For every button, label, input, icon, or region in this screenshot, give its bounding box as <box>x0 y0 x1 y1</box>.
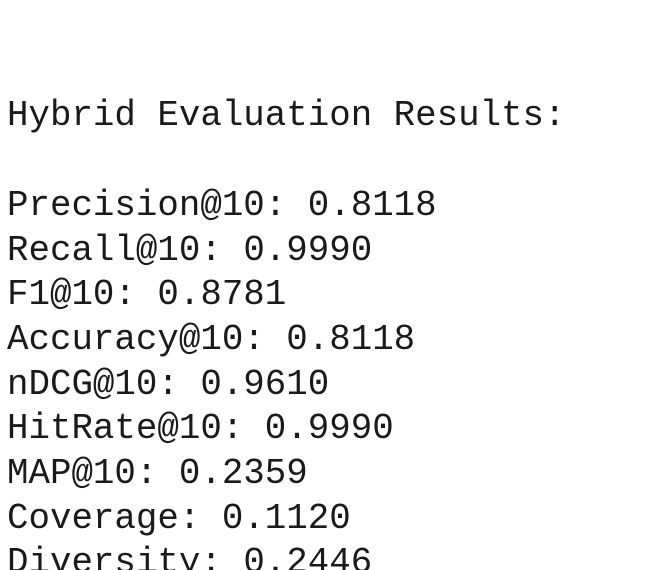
metric-value: 0.8118 <box>286 318 416 360</box>
metric-value: 0.9990 <box>243 229 373 271</box>
metric-line: Diversity: 0.2446 <box>7 541 646 570</box>
output-title: Hybrid Evaluation Results: <box>7 95 566 137</box>
metric-value: 0.2446 <box>243 542 373 570</box>
metric-line: Precision@10: 0.8118 <box>7 184 646 229</box>
metric-value: 0.1120 <box>221 497 351 539</box>
metric-line: MAP@10: 0.2359 <box>7 452 646 497</box>
metric-label: MAP@10: <box>7 453 158 495</box>
metric-value: 0.9990 <box>264 408 394 450</box>
metric-label: F1@10: <box>7 274 136 316</box>
metric-value: 0.8781 <box>157 274 287 316</box>
metric-label: Diversity: <box>7 542 222 570</box>
metric-line: F1@10: 0.8781 <box>7 273 646 318</box>
metric-label: Coverage: <box>7 497 201 539</box>
metric-label: HitRate@10: <box>7 408 244 450</box>
metric-line: HitRate@10: 0.9990 <box>7 407 646 452</box>
metric-line: nDCG@10: 0.9610 <box>7 363 646 408</box>
metric-value: 0.2359 <box>178 453 308 495</box>
metric-line: Accuracy@10: 0.8118 <box>7 318 646 363</box>
metric-label: Accuracy@10: <box>7 318 265 360</box>
metric-line: Coverage: 0.1120 <box>7 497 646 542</box>
metric-label: Recall@10: <box>7 229 222 271</box>
metric-value: 0.8118 <box>307 184 437 226</box>
metric-value: 0.9610 <box>200 363 330 405</box>
metric-label: Precision@10: <box>7 184 287 226</box>
metric-line: Recall@10: 0.9990 <box>7 229 646 274</box>
metric-label: nDCG@10: <box>7 363 179 405</box>
